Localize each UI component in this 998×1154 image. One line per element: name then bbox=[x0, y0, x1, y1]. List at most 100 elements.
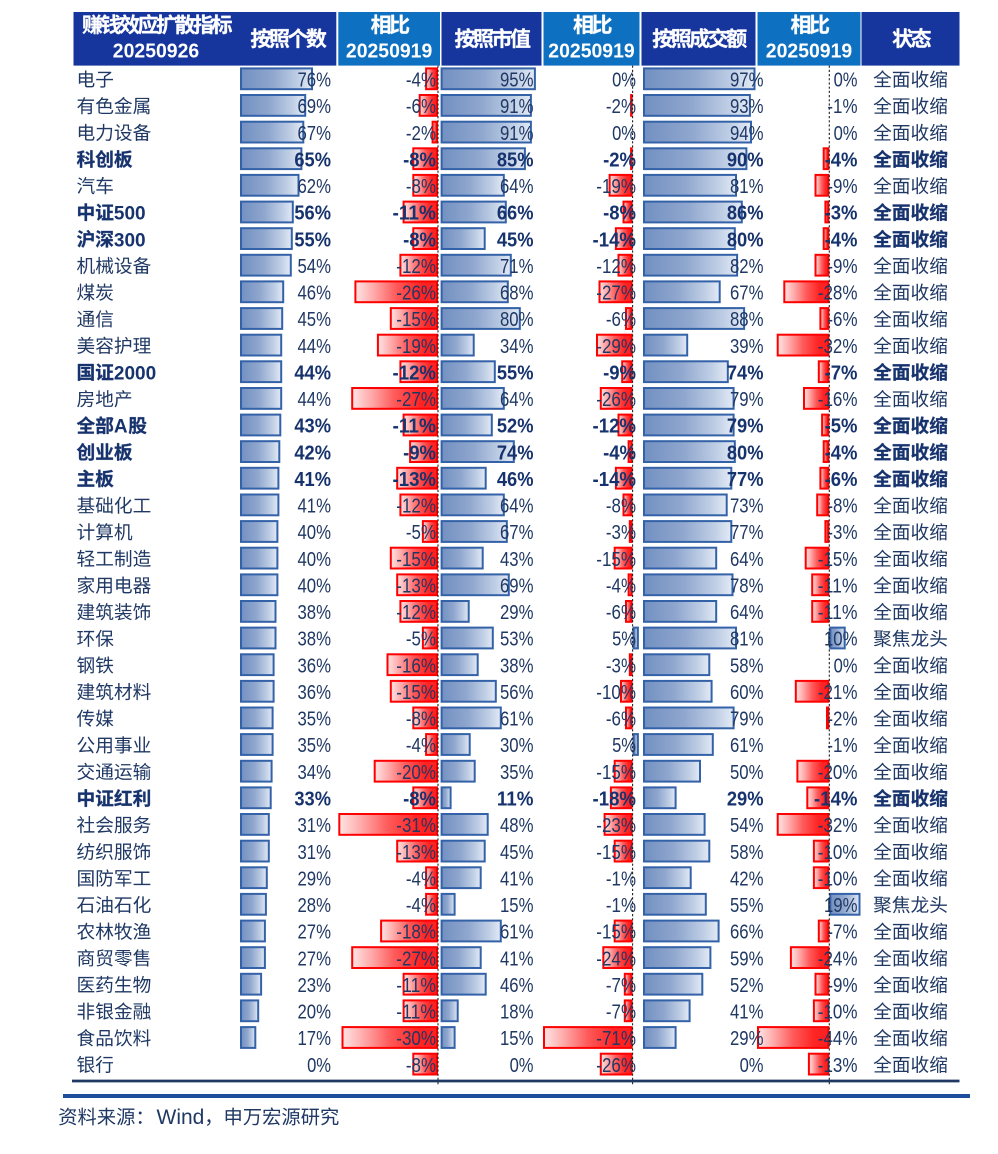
svg-text:-11%: -11% bbox=[396, 1002, 436, 1024]
svg-text:27%: 27% bbox=[298, 922, 332, 944]
svg-text:64%: 64% bbox=[500, 496, 534, 518]
svg-text:-4%: -4% bbox=[606, 576, 636, 598]
svg-text:40%: 40% bbox=[298, 549, 332, 571]
svg-text:52%: 52% bbox=[730, 975, 764, 997]
svg-text:97%: 97% bbox=[730, 70, 764, 92]
svg-text:-20%: -20% bbox=[818, 762, 858, 784]
svg-text:38%: 38% bbox=[298, 629, 332, 651]
svg-text:-11%: -11% bbox=[818, 576, 858, 598]
svg-text:-15%: -15% bbox=[396, 549, 436, 571]
svg-text:-5%: -5% bbox=[406, 629, 436, 651]
svg-text:20250919: 20250919 bbox=[346, 39, 432, 62]
svg-text:79%: 79% bbox=[730, 389, 764, 411]
svg-text:-4%: -4% bbox=[406, 735, 436, 757]
svg-text:-4%: -4% bbox=[825, 149, 858, 171]
svg-text:-8%: -8% bbox=[403, 229, 436, 251]
svg-text:81%: 81% bbox=[730, 629, 764, 651]
svg-text:11%: 11% bbox=[497, 789, 534, 811]
svg-text:55%: 55% bbox=[294, 229, 331, 251]
svg-text:-4%: -4% bbox=[603, 442, 636, 464]
svg-text:42%: 42% bbox=[730, 868, 764, 890]
svg-text:50%: 50% bbox=[730, 762, 764, 784]
svg-text:95%: 95% bbox=[500, 70, 534, 92]
svg-text:-20%: -20% bbox=[396, 762, 436, 784]
svg-text:-2%: -2% bbox=[827, 709, 857, 731]
svg-text:41%: 41% bbox=[294, 469, 331, 491]
svg-text:45%: 45% bbox=[500, 842, 534, 864]
svg-text:0%: 0% bbox=[510, 1055, 534, 1077]
svg-text:39%: 39% bbox=[730, 336, 764, 358]
svg-text:86%: 86% bbox=[727, 203, 764, 225]
svg-text:41%: 41% bbox=[298, 496, 332, 518]
svg-text:27%: 27% bbox=[298, 948, 332, 970]
svg-text:2000: 2000 bbox=[114, 363, 156, 384]
svg-text:46%: 46% bbox=[497, 469, 534, 491]
svg-text:94%: 94% bbox=[730, 123, 764, 145]
svg-text:34%: 34% bbox=[298, 762, 332, 784]
svg-text:77%: 77% bbox=[727, 469, 764, 491]
svg-text:-15%: -15% bbox=[818, 549, 858, 571]
svg-text:64%: 64% bbox=[730, 602, 764, 624]
svg-text:-15%: -15% bbox=[596, 549, 636, 571]
svg-text:67%: 67% bbox=[500, 522, 534, 544]
svg-text:35%: 35% bbox=[500, 762, 534, 784]
svg-text:35%: 35% bbox=[298, 709, 332, 731]
svg-text:-10%: -10% bbox=[818, 842, 858, 864]
svg-text:0%: 0% bbox=[612, 123, 636, 145]
svg-text:17%: 17% bbox=[298, 1028, 332, 1050]
svg-text:-10%: -10% bbox=[596, 682, 636, 704]
svg-text:-24%: -24% bbox=[596, 948, 636, 970]
svg-text:85%: 85% bbox=[497, 149, 534, 171]
svg-text:-13%: -13% bbox=[396, 576, 436, 598]
svg-text:58%: 58% bbox=[730, 842, 764, 864]
svg-text:68%: 68% bbox=[500, 283, 534, 305]
svg-text:-8%: -8% bbox=[406, 1055, 436, 1077]
svg-text:65%: 65% bbox=[294, 149, 331, 171]
svg-text:93%: 93% bbox=[730, 96, 764, 118]
svg-text:-12%: -12% bbox=[396, 256, 436, 278]
svg-text:-8%: -8% bbox=[406, 709, 436, 731]
svg-text:53%: 53% bbox=[500, 629, 534, 651]
svg-text:91%: 91% bbox=[500, 123, 534, 145]
svg-text:-12%: -12% bbox=[396, 602, 436, 624]
svg-text:-3%: -3% bbox=[825, 203, 858, 225]
svg-text:-4%: -4% bbox=[825, 229, 858, 251]
svg-text:45%: 45% bbox=[298, 309, 332, 331]
svg-text:61%: 61% bbox=[500, 922, 534, 944]
svg-text:20250926: 20250926 bbox=[113, 39, 199, 62]
svg-text:-15%: -15% bbox=[596, 762, 636, 784]
svg-text:90%: 90% bbox=[727, 149, 764, 171]
svg-text:56%: 56% bbox=[500, 682, 534, 704]
svg-text:-6%: -6% bbox=[606, 309, 636, 331]
svg-text:-24%: -24% bbox=[818, 948, 858, 970]
svg-text:-12%: -12% bbox=[396, 496, 436, 518]
svg-text:38%: 38% bbox=[298, 602, 332, 624]
svg-text:-31%: -31% bbox=[396, 815, 436, 837]
svg-text:5%: 5% bbox=[612, 629, 636, 651]
svg-text:29%: 29% bbox=[298, 868, 332, 890]
svg-text:78%: 78% bbox=[730, 576, 764, 598]
svg-text:62%: 62% bbox=[298, 176, 332, 198]
svg-text:-3%: -3% bbox=[606, 522, 636, 544]
svg-text:-6%: -6% bbox=[825, 469, 858, 491]
svg-text:33%: 33% bbox=[294, 789, 331, 811]
svg-text:-5%: -5% bbox=[406, 522, 436, 544]
svg-text:91%: 91% bbox=[500, 96, 534, 118]
svg-text:-15%: -15% bbox=[596, 842, 636, 864]
svg-text:Wind: Wind bbox=[157, 1106, 205, 1129]
svg-text:-9%: -9% bbox=[827, 975, 857, 997]
svg-text:-1%: -1% bbox=[606, 895, 636, 917]
svg-text:18%: 18% bbox=[500, 1002, 534, 1024]
svg-text:31%: 31% bbox=[298, 842, 332, 864]
svg-text:-6%: -6% bbox=[606, 709, 636, 731]
svg-text:61%: 61% bbox=[730, 735, 764, 757]
svg-text:-16%: -16% bbox=[818, 389, 858, 411]
svg-text:-3%: -3% bbox=[606, 655, 636, 677]
svg-text:-6%: -6% bbox=[406, 96, 436, 118]
svg-text:-26%: -26% bbox=[596, 1055, 636, 1077]
svg-text:-15%: -15% bbox=[396, 309, 436, 331]
svg-text:-8%: -8% bbox=[603, 203, 636, 225]
svg-text:-13%: -13% bbox=[393, 469, 437, 491]
svg-text:82%: 82% bbox=[730, 256, 764, 278]
svg-text:74%: 74% bbox=[727, 362, 764, 384]
